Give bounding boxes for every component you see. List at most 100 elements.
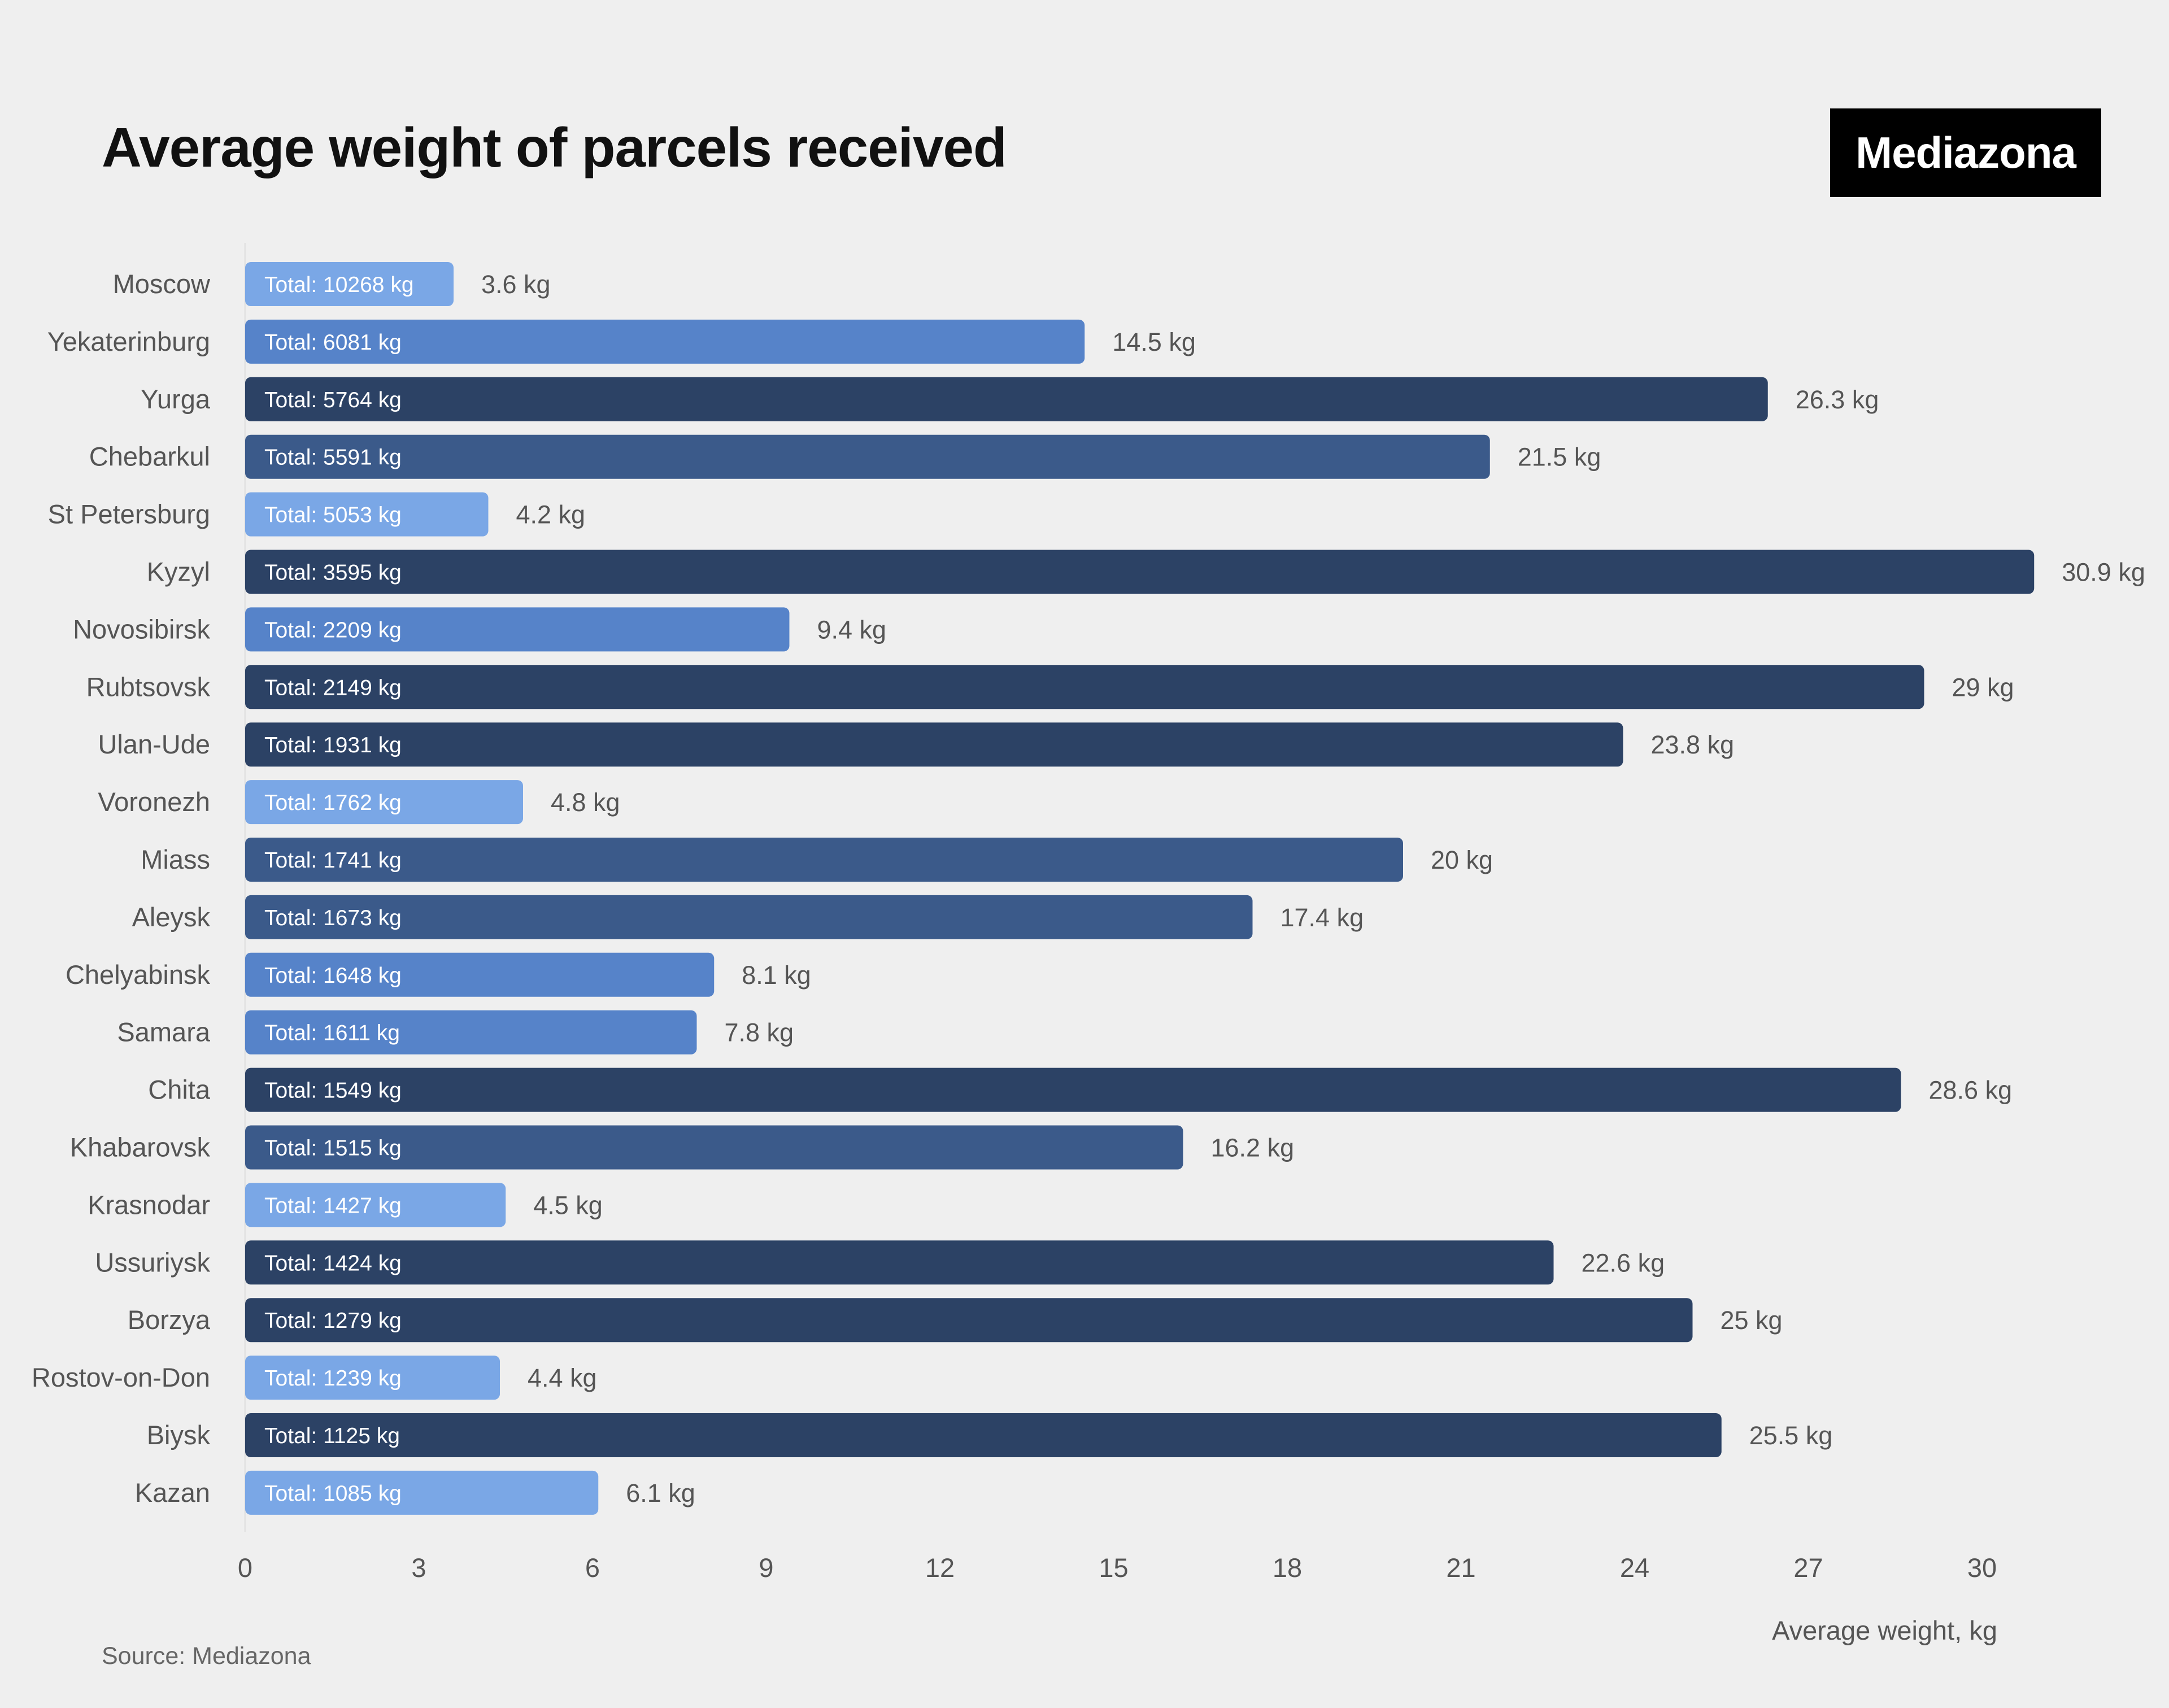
bar-total-label: Total: 1424 kg [264, 1251, 402, 1275]
x-tick-label: 6 [585, 1553, 600, 1583]
x-tick-label: 21 [1446, 1553, 1475, 1583]
bar-total-label: Total: 1648 kg [264, 964, 402, 988]
category-label: Samara [117, 1017, 210, 1047]
bar-value-label: 9.4 kg [817, 615, 887, 644]
bar-total-label: Total: 5053 kg [264, 503, 402, 528]
bar [245, 1413, 1722, 1457]
bar-total-label: Total: 2209 kg [264, 618, 402, 642]
bar [245, 780, 523, 825]
bar [245, 1470, 599, 1515]
bar-value-label: 7.8 kg [725, 1018, 794, 1047]
bar [245, 550, 2035, 594]
bar-value-label: 14.5 kg [1112, 328, 1196, 356]
category-label: Chita [148, 1075, 211, 1105]
bar [245, 492, 489, 537]
category-label: Borzya [128, 1305, 211, 1335]
bar-total-label: Total: 5591 kg [264, 446, 402, 470]
x-tick-label: 9 [759, 1553, 773, 1583]
bar-value-label: 4.2 kg [516, 500, 586, 529]
bar-total-label: Total: 6081 kg [264, 330, 402, 355]
bar-value-label: 25 kg [1721, 1306, 1783, 1335]
bar-value-label: 26.3 kg [1796, 385, 1879, 414]
x-tick-label: 12 [925, 1553, 955, 1583]
bar-total-label: Total: 1673 kg [264, 906, 402, 930]
bar [245, 1125, 1183, 1170]
bar-total-label: Total: 5764 kg [264, 388, 402, 412]
bar-total-label: Total: 1549 kg [264, 1079, 402, 1103]
x-tick-label: 0 [238, 1553, 252, 1583]
category-label: Yekaterinburg [47, 326, 210, 356]
bar-value-label: 4.8 kg [551, 788, 620, 817]
bar-total-label: Total: 1515 kg [264, 1136, 402, 1161]
bar-total-label: Total: 1085 kg [264, 1482, 402, 1506]
category-label: Chelyabinsk [66, 960, 211, 990]
category-label: Voronezh [98, 787, 210, 817]
category-label: Biysk [147, 1420, 211, 1450]
source-note: Source: Mediazona [102, 1642, 311, 1670]
category-label: Yurga [141, 384, 211, 414]
bar [245, 1068, 1901, 1112]
category-label: Khabarovsk [70, 1132, 211, 1162]
bar-total-label: Total: 1931 kg [264, 733, 402, 757]
category-label: Miass [141, 844, 210, 874]
x-tick-label: 30 [1967, 1553, 1997, 1583]
mediazona-logo: Mediazona [1830, 108, 2101, 197]
bar-total-label: Total: 1239 kg [264, 1366, 402, 1391]
bar-total-label: Total: 1741 kg [264, 848, 402, 873]
category-label: Kyzyl [147, 557, 210, 587]
bar [245, 1240, 1554, 1285]
category-label: Chebarkul [89, 442, 210, 472]
bar [245, 1298, 1693, 1343]
category-label: Ulan-Ude [98, 729, 210, 759]
bar-value-label: 3.6 kg [481, 270, 551, 299]
bar-value-label: 23.8 kg [1651, 730, 1735, 759]
category-label: Krasnodar [88, 1190, 210, 1219]
bar-value-label: 29 kg [1952, 673, 2014, 702]
logo-text: Mediazona [1856, 128, 2076, 177]
bar [245, 895, 1253, 939]
bar-total-label: Total: 10268 kg [264, 273, 414, 297]
x-tick-label: 24 [1620, 1553, 1649, 1583]
bar-value-label: 6.1 kg [626, 1479, 695, 1507]
bar [245, 952, 715, 997]
bar [245, 377, 1768, 421]
bar [245, 722, 1623, 767]
bar-total-label: Total: 1427 kg [264, 1193, 402, 1218]
bar-value-label: 25.5 kg [1749, 1421, 1833, 1450]
bar [245, 607, 790, 652]
category-label: Rubtsovsk [86, 672, 211, 702]
bar-value-label: 28.6 kg [1929, 1076, 2013, 1105]
category-label: St Petersburg [48, 499, 210, 529]
bar-value-label: 22.6 kg [1582, 1248, 1665, 1277]
x-tick-label: 27 [1793, 1553, 1823, 1583]
bar [245, 1183, 506, 1227]
bar [245, 319, 1085, 364]
bar-total-label: Total: 1611 kg [264, 1021, 400, 1045]
bar-total-label: Total: 1125 kg [264, 1424, 400, 1448]
category-label: Rostov-on-Don [32, 1362, 210, 1392]
bar-value-label: 20 kg [1431, 846, 1493, 874]
bar-value-label: 4.5 kg [533, 1191, 603, 1219]
bar [245, 838, 1403, 882]
bar-value-label: 17.4 kg [1281, 903, 1364, 932]
x-tick-label: 18 [1273, 1553, 1302, 1583]
category-label: Moscow [113, 269, 211, 299]
bar [245, 1010, 697, 1055]
bar-value-label: 30.9 kg [2062, 558, 2145, 587]
category-label: Novosibirsk [73, 614, 210, 644]
bar-value-label: 16.2 kg [1211, 1134, 1295, 1162]
bar-total-label: Total: 3595 kg [264, 561, 402, 585]
bar [245, 665, 1924, 709]
bar [245, 434, 1490, 479]
bar-value-label: 4.4 kg [528, 1363, 597, 1392]
x-tick-label: 3 [411, 1553, 426, 1583]
bar-total-label: Total: 1279 kg [264, 1309, 402, 1333]
bar-value-label: 21.5 kg [1518, 443, 1601, 472]
category-label: Ussuriysk [95, 1247, 210, 1277]
category-label: Aleysk [132, 902, 211, 932]
x-axis-title: Average weight, kg [1772, 1615, 1997, 1645]
x-tick-label: 15 [1099, 1553, 1128, 1583]
bar-total-label: Total: 1762 kg [264, 791, 402, 815]
bar-value-label: 8.1 kg [742, 961, 811, 990]
